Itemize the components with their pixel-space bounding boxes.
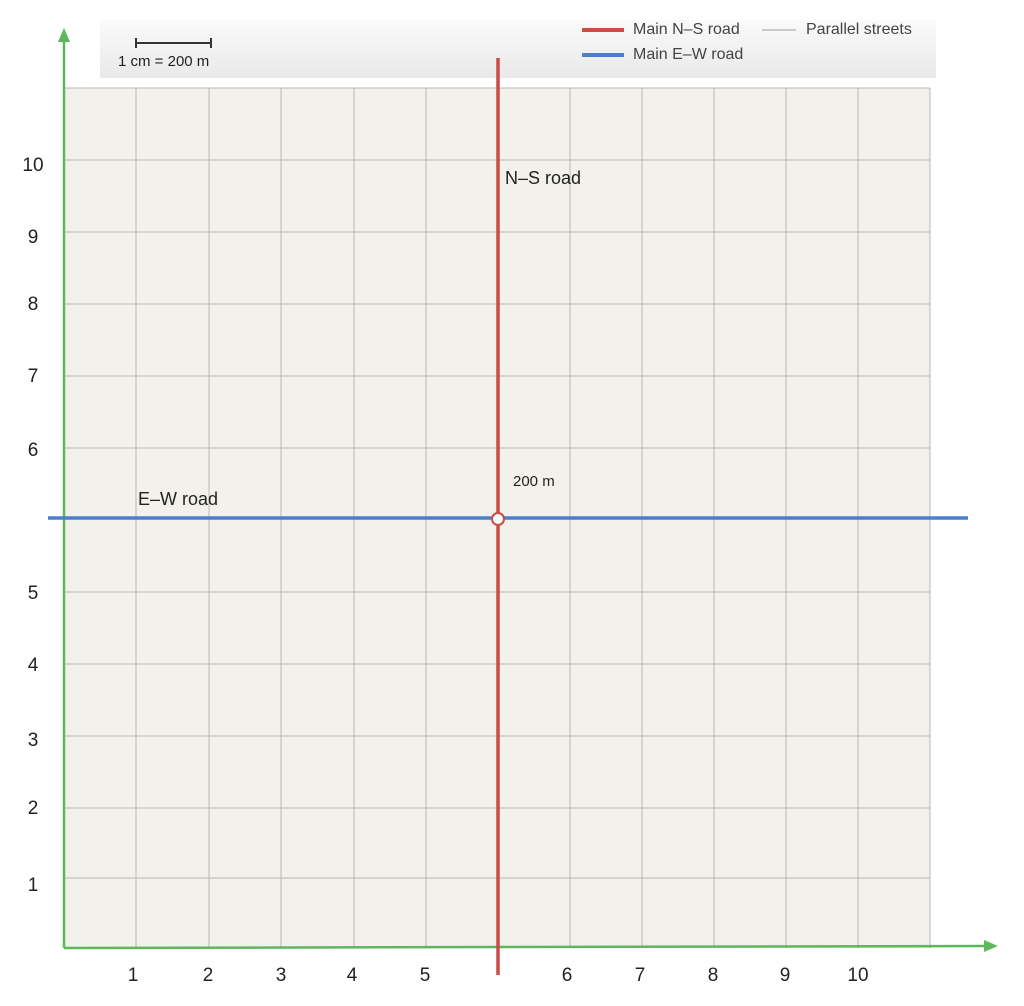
x-label: 9 [780,965,791,986]
y-label: 6 [28,440,39,461]
ew-road-label: E–W road [138,489,218,509]
x-label: 10 [847,965,868,986]
legend-label: Main E–W road [633,46,743,63]
x-label: 7 [635,965,646,986]
ns-road-label: N–S road [505,168,581,188]
x-arrow [984,940,998,952]
y-label: 3 [28,730,39,751]
x-label: 6 [562,965,573,986]
legend-label: Parallel streets [806,21,912,38]
y-label: 9 [28,227,39,248]
y-label: 1 [28,875,39,896]
legend-band [100,20,936,78]
x-label: 2 [203,965,214,986]
y-label: 10 [22,155,43,176]
x-label: 3 [276,965,287,986]
y-arrow [58,28,70,42]
legend-label: Main N–S road [633,21,740,38]
x-label: 8 [708,965,719,986]
distance-label: 200 m [513,473,555,490]
y-label: 7 [28,366,39,387]
x-label: 1 [128,965,139,986]
y-label: 8 [28,294,39,315]
scale-bar [135,38,212,48]
x-label: 4 [347,965,358,986]
y-label: 5 [28,583,39,604]
intersection [491,512,505,526]
x-axis [63,944,987,950]
x-label: 5 [420,965,431,986]
y-label: 4 [28,655,39,676]
y-label: 2 [28,798,39,819]
scale-label: 1 cm = 200 m [118,53,209,70]
